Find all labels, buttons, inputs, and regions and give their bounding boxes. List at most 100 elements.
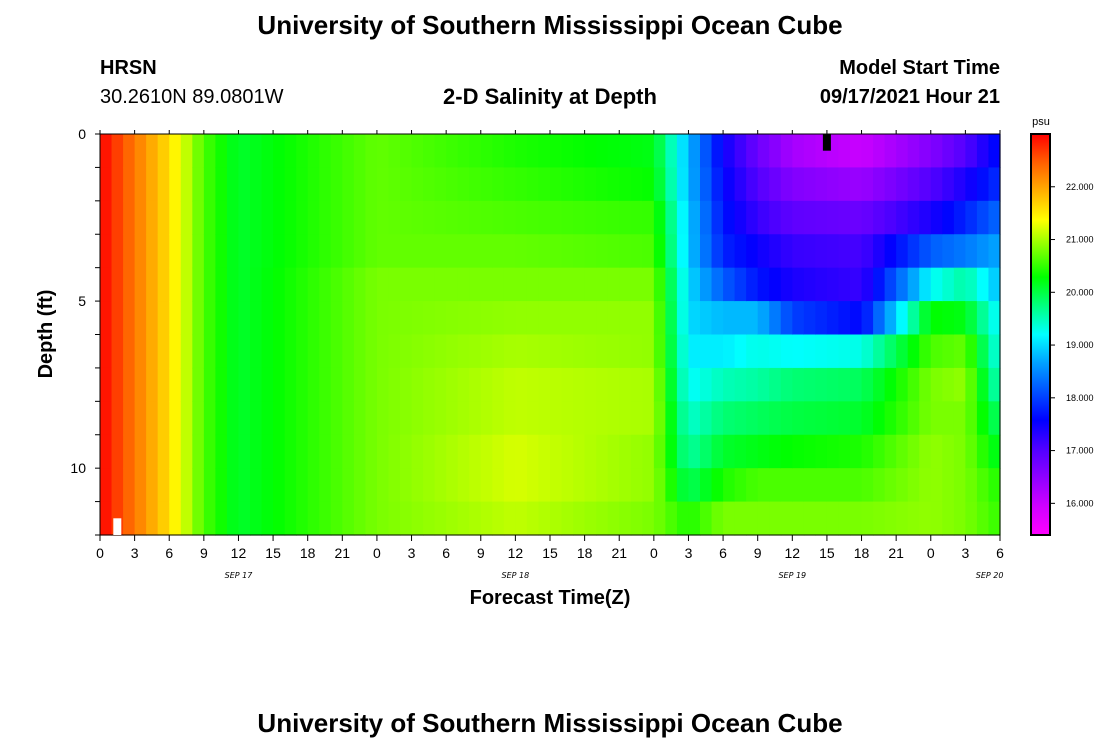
heatmap-cell	[723, 234, 736, 269]
heatmap-cell	[250, 234, 263, 269]
heatmap-cell	[700, 334, 713, 369]
heatmap-cell	[526, 167, 540, 202]
heatmap-cell	[780, 468, 793, 503]
heatmap-cell	[284, 367, 297, 402]
heatmap-cell	[238, 367, 251, 402]
heatmap-cell	[873, 200, 886, 235]
heatmap-cell	[930, 401, 943, 436]
heatmap-cell	[953, 401, 966, 436]
heatmap-cell	[526, 200, 540, 235]
heatmap-cell	[203, 334, 216, 369]
heatmap-cell	[596, 267, 609, 302]
heatmap-cell	[965, 200, 978, 235]
date-label: SEP 18	[502, 571, 530, 580]
x-axis-title: Forecast Time(Z)	[470, 587, 631, 609]
heatmap-cell	[596, 134, 609, 169]
heatmap-cell	[388, 200, 401, 235]
heatmap-cell	[850, 334, 863, 369]
heatmap-cell	[319, 301, 332, 336]
heatmap-cell	[307, 367, 320, 402]
heatmap-cell	[100, 468, 113, 503]
heatmap-cell	[400, 468, 413, 503]
heatmap-cell	[769, 267, 782, 302]
heatmap-cell	[526, 367, 540, 402]
heatmap-cell	[457, 334, 470, 369]
heatmap-cell	[250, 200, 263, 235]
heatmap-cell	[896, 401, 909, 436]
heatmap-cell	[861, 367, 874, 402]
heatmap-cell	[607, 167, 620, 202]
heatmap-cell	[273, 234, 286, 269]
heatmap-cell	[388, 501, 401, 536]
heatmap-cell	[480, 200, 493, 235]
heatmap-cell	[284, 434, 297, 469]
heatmap-cell	[376, 267, 390, 302]
heatmap-cell	[988, 167, 1001, 202]
heatmap-cell	[330, 301, 343, 336]
heatmap-cell	[584, 134, 597, 169]
model-start-label: Model Start Time	[839, 57, 1000, 79]
heatmap-cell	[273, 167, 286, 202]
heatmap-cell	[123, 134, 136, 169]
heatmap-cell	[411, 200, 424, 235]
heatmap-cell	[746, 200, 759, 235]
heatmap-cell	[400, 234, 413, 269]
heatmap-cell	[480, 334, 493, 369]
heatmap-cell	[515, 267, 528, 302]
heatmap-cell	[192, 468, 205, 503]
heatmap-cell	[330, 334, 343, 369]
heatmap-cell	[769, 468, 782, 503]
heatmap-cell	[607, 501, 620, 536]
heatmap-cell	[157, 501, 170, 536]
x-tick-label: 0	[373, 545, 381, 561]
heatmap-cell	[261, 401, 274, 436]
heatmap-cell	[273, 267, 286, 302]
heatmap-cell	[423, 501, 436, 536]
heatmap-cell	[953, 501, 966, 536]
heatmap-cell	[792, 267, 805, 302]
heatmap-cell	[953, 267, 966, 302]
heatmap-cell	[515, 301, 528, 336]
heatmap-cell	[307, 468, 320, 503]
heatmap-cell	[619, 468, 632, 503]
heatmap-cell	[988, 401, 1001, 436]
heatmap-cell	[884, 167, 897, 202]
heatmap-cell	[238, 134, 251, 169]
heatmap-cell	[388, 167, 401, 202]
heatmap-cell	[919, 468, 932, 503]
heatmap-cell	[307, 267, 320, 302]
heatmap-cell	[965, 367, 978, 402]
x-tick-label: 15	[265, 545, 281, 561]
heatmap-cell	[134, 234, 147, 269]
heatmap-cell	[873, 301, 886, 336]
heatmap-cell	[688, 134, 701, 169]
heatmap-cell	[953, 434, 966, 469]
heatmap-cell	[815, 301, 828, 336]
heatmap-cell	[734, 401, 747, 436]
heatmap-cell	[526, 267, 540, 302]
heatmap-cell	[965, 267, 978, 302]
heatmap-cell	[123, 401, 136, 436]
heatmap-cell	[123, 434, 136, 469]
heatmap-cell	[550, 167, 563, 202]
heatmap-cell	[388, 301, 401, 336]
heatmap-cell	[100, 501, 113, 536]
heatmap-cell	[400, 167, 413, 202]
heatmap-cell	[457, 468, 470, 503]
heatmap-cell	[400, 334, 413, 369]
heatmap-cell	[803, 501, 816, 536]
heatmap-cell	[123, 267, 136, 302]
heatmap-cell	[550, 334, 563, 369]
heatmap-cell	[469, 267, 482, 302]
heatmap-cell	[953, 468, 966, 503]
heatmap-cell	[665, 367, 678, 402]
heatmap-cell	[792, 134, 805, 169]
heatmap-cell	[192, 367, 205, 402]
white-marker	[113, 518, 122, 535]
heatmap-cell	[573, 301, 586, 336]
heatmap-cell	[896, 301, 909, 336]
heatmap-cell	[538, 334, 551, 369]
heatmap-cell	[492, 501, 505, 536]
heatmap-cell	[676, 501, 690, 536]
heatmap-cell	[907, 468, 920, 503]
